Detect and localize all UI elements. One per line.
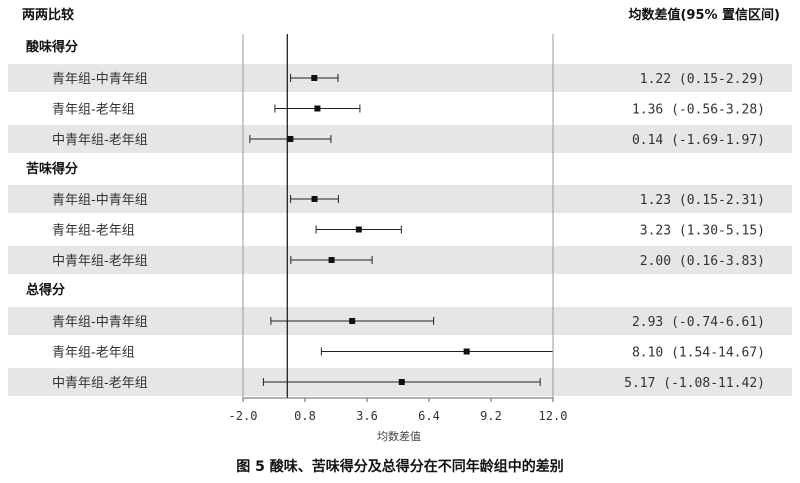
plot-area	[242, 34, 554, 398]
mean-marker	[398, 379, 405, 385]
row-estimate: 1.22 (0.15-2.29)	[640, 72, 765, 87]
row-label: 青年组-老年组	[52, 224, 135, 239]
mean-marker	[287, 136, 294, 142]
row-label: 中青年组-老年组	[52, 254, 148, 269]
x-axis: -2.0 0.8 3.6 6.4 9.2 12.0	[229, 397, 568, 423]
row-label: 青年组-中青年组	[52, 193, 148, 208]
row-estimate: 1.23 (0.15-2.31)	[640, 193, 765, 208]
row-band	[8, 64, 792, 92]
row-estimate: 2.93 (-0.74-6.61)	[632, 315, 765, 330]
row-band	[8, 185, 792, 213]
row-label: 中青年组-老年组	[52, 133, 148, 148]
header-mean-difference: 均数差值(95% 置信区间)	[628, 7, 780, 23]
mean-marker	[314, 105, 321, 112]
row-label: 青年组-中青年组	[52, 315, 148, 330]
figure-caption: 图 5 酸味、苦味得分及总得分在不同年龄组中的差别	[236, 458, 564, 475]
x-tick-label: 6.4	[418, 409, 440, 423]
row-label: 青年组-老年组	[52, 103, 135, 118]
row-estimate: 0.14 (-1.69-1.97)	[632, 133, 765, 148]
x-tick-label: 12.0	[539, 409, 568, 423]
row-estimate: 3.23 (1.30-5.15)	[640, 224, 765, 239]
row-estimate: 2.00 (0.16-3.83)	[640, 254, 765, 269]
mean-marker	[349, 318, 356, 324]
group-title: 酸味得分	[26, 39, 78, 55]
row-band	[8, 246, 792, 274]
mean-marker	[355, 226, 362, 233]
row-label: 青年组-老年组	[52, 346, 135, 361]
mean-marker	[311, 196, 318, 202]
x-tick-label: 3.6	[356, 409, 378, 423]
x-axis-label: 均数差值	[377, 429, 421, 443]
group-title: 总得分	[26, 282, 65, 298]
mean-marker	[463, 348, 470, 355]
row-label: 中青年组-老年组	[52, 376, 148, 391]
mean-marker	[328, 257, 335, 263]
x-tick-label: 9.2	[480, 409, 502, 423]
row-band	[8, 125, 792, 153]
row-estimate: 1.36 (-0.56-3.28)	[632, 103, 765, 118]
row-estimate: 5.17 (-1.08-11.42)	[624, 376, 765, 391]
group-title: 苦味得分	[26, 161, 78, 177]
header-comparisons: 两两比较	[22, 7, 74, 23]
x-tick-label: 0.8	[294, 409, 316, 423]
row-estimate: 8.10 (1.54-14.67)	[632, 346, 765, 361]
x-tick-label: -2.0	[229, 409, 258, 423]
mean-marker	[311, 75, 318, 81]
row-label: 青年组-中青年组	[52, 72, 148, 87]
